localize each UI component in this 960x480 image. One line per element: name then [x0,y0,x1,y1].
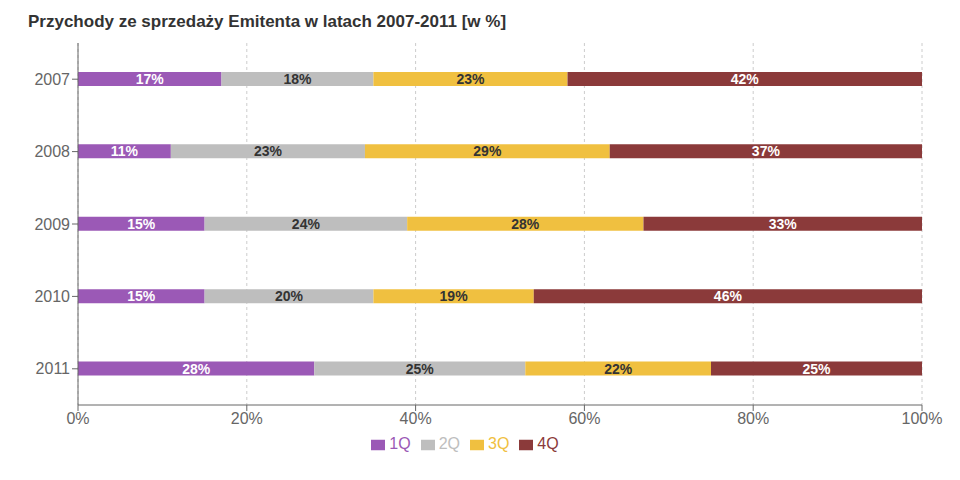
svg-text:17%: 17% [136,71,165,87]
svg-text:80%: 80% [737,410,769,427]
svg-text:28%: 28% [511,216,540,232]
svg-text:33%: 33% [769,216,798,232]
svg-text:2009: 2009 [34,216,70,233]
svg-text:40%: 40% [400,410,432,427]
svg-text:2011: 2011 [36,360,71,377]
svg-text:19%: 19% [440,288,469,304]
svg-text:22%: 22% [604,361,633,377]
svg-text:23%: 23% [254,143,283,159]
html-text:1Q: 1Q [389,435,411,452]
svg-text:0%: 0% [66,410,89,427]
svg-text:42%: 42% [731,71,760,87]
html-text:3Q: 3Q [488,435,510,452]
svg-text:18%: 18% [283,71,312,87]
svg-text:15%: 15% [127,288,156,304]
svg-text:2007: 2007 [34,71,70,88]
svg-text:25%: 25% [406,361,435,377]
svg-text:46%: 46% [714,288,743,304]
svg-text:20%: 20% [275,288,304,304]
svg-text:2010: 2010 [34,288,70,305]
svg-text:15%: 15% [127,216,156,232]
svg-text:100%: 100% [902,410,943,427]
svg-text:37%: 37% [752,143,781,159]
html-text:2Q: 2Q [438,435,460,452]
svg-text:23%: 23% [456,71,485,87]
html-text:4Q: 4Q [537,435,559,452]
svg-text:24%: 24% [292,216,321,232]
svg-text:29%: 29% [473,143,502,159]
svg-text:28%: 28% [182,361,211,377]
svg-text:60%: 60% [568,410,600,427]
svg-text:2008: 2008 [34,143,70,160]
svg-text:11%: 11% [111,143,139,159]
svg-text:20%: 20% [231,410,263,427]
html-text:Przychody ze sprzedaży Emitent: Przychody ze sprzedaży Emitenta w latach… [28,12,507,31]
svg-text:25%: 25% [802,361,831,377]
